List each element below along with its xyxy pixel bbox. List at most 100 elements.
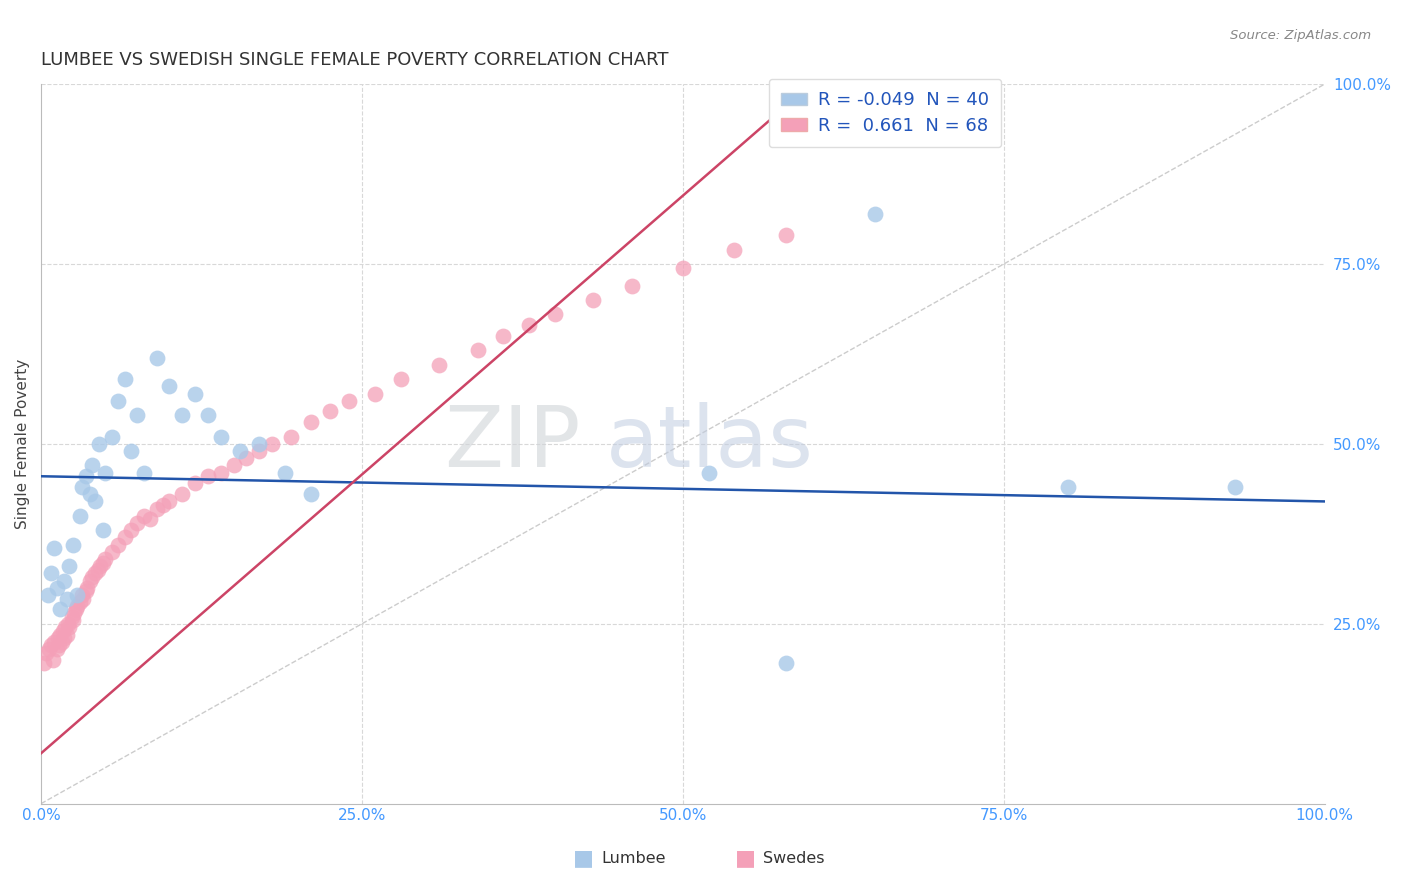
Point <box>86 563 108 577</box>
Point <box>775 657 797 671</box>
Point <box>45 641 67 656</box>
Point <box>467 343 489 358</box>
Point <box>56 616 79 631</box>
Point <box>75 584 97 599</box>
Point <box>52 624 75 638</box>
Text: ■: ■ <box>735 848 755 868</box>
Point <box>45 581 67 595</box>
Point <box>723 243 745 257</box>
Point <box>79 574 101 588</box>
Point <box>145 351 167 365</box>
Point <box>184 476 207 491</box>
Point <box>127 516 149 530</box>
Point <box>172 487 194 501</box>
Point <box>100 545 122 559</box>
Point <box>145 501 167 516</box>
Point <box>247 444 270 458</box>
Text: LUMBEE VS SWEDISH SINGLE FEMALE POVERTY CORRELATION CHART: LUMBEE VS SWEDISH SINGLE FEMALE POVERTY … <box>41 51 669 69</box>
Point <box>65 602 87 616</box>
Point <box>100 430 122 444</box>
Point <box>53 631 76 645</box>
Point <box>337 393 360 408</box>
Point <box>37 588 59 602</box>
Point <box>582 293 605 307</box>
Text: ■: ■ <box>574 848 593 868</box>
Point <box>120 523 142 537</box>
Point <box>55 591 77 606</box>
Point <box>38 641 60 656</box>
Point <box>66 599 89 613</box>
Point <box>62 538 84 552</box>
Text: Lumbee: Lumbee <box>602 851 666 865</box>
Point <box>70 480 93 494</box>
Point <box>60 609 83 624</box>
Point <box>46 631 69 645</box>
Text: Source: ZipAtlas.com: Source: ZipAtlas.com <box>1230 29 1371 42</box>
Point <box>79 487 101 501</box>
Point <box>58 620 80 634</box>
Point <box>672 260 695 275</box>
Point <box>49 627 72 641</box>
Point <box>114 372 136 386</box>
Point <box>184 386 207 401</box>
Point <box>517 318 540 333</box>
Point <box>48 638 70 652</box>
Point <box>775 228 797 243</box>
Point <box>389 372 412 386</box>
Text: atlas: atlas <box>606 402 814 485</box>
Point <box>58 559 80 574</box>
Point <box>274 466 297 480</box>
Point <box>114 530 136 544</box>
Point <box>427 358 450 372</box>
Point <box>492 329 515 343</box>
Text: ZIP: ZIP <box>444 402 581 485</box>
Point <box>262 437 284 451</box>
Point <box>132 508 155 523</box>
Point <box>53 574 76 588</box>
Point <box>51 634 73 648</box>
Point <box>91 556 114 570</box>
Point <box>35 646 58 660</box>
Point <box>1057 480 1080 494</box>
Point <box>82 458 104 473</box>
Point <box>91 523 114 537</box>
Point <box>159 379 181 393</box>
Point <box>107 393 129 408</box>
Point <box>87 437 110 451</box>
Point <box>159 494 181 508</box>
Point <box>197 469 219 483</box>
Point <box>69 508 91 523</box>
Point <box>235 451 257 466</box>
Point <box>70 588 93 602</box>
Text: Swedes: Swedes <box>763 851 825 865</box>
Point <box>1223 480 1246 494</box>
Point <box>84 566 107 581</box>
Point <box>89 559 111 574</box>
Point <box>209 466 232 480</box>
Point <box>66 588 89 602</box>
Point <box>75 469 97 483</box>
Point <box>55 620 77 634</box>
Point <box>247 437 270 451</box>
Point <box>280 430 302 444</box>
Point <box>84 494 107 508</box>
Point <box>209 430 232 444</box>
Point <box>41 566 63 581</box>
Point <box>120 444 142 458</box>
Point <box>364 386 387 401</box>
Point <box>127 408 149 422</box>
Point <box>543 307 565 321</box>
Point <box>49 602 72 616</box>
Point <box>82 570 104 584</box>
Point <box>76 581 98 595</box>
Point <box>139 512 162 526</box>
Point <box>620 278 643 293</box>
Y-axis label: Single Female Poverty: Single Female Poverty <box>15 359 30 529</box>
Point <box>41 638 63 652</box>
Point <box>299 415 322 429</box>
Point <box>172 408 194 422</box>
Legend: R = -0.049  N = 40, R =  0.661  N = 68: R = -0.049 N = 40, R = 0.661 N = 68 <box>769 78 1001 147</box>
Point <box>197 408 219 422</box>
Point <box>42 634 65 648</box>
Point <box>41 653 63 667</box>
